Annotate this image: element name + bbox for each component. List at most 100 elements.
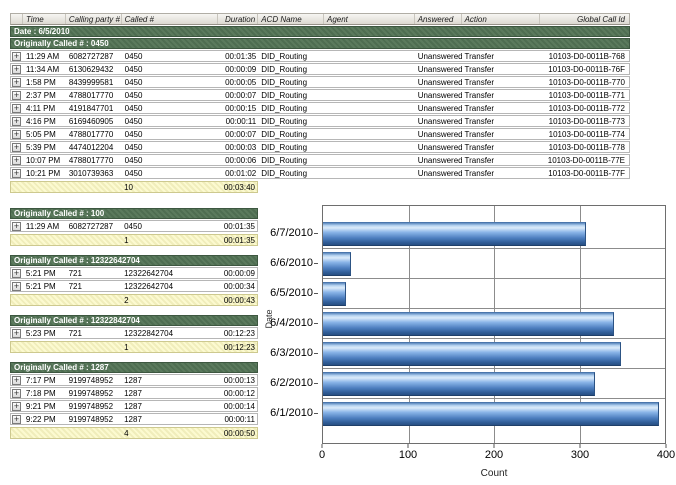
cell-calling-party: 721 xyxy=(66,328,122,338)
expand-row-button[interactable]: + xyxy=(12,130,21,139)
cell-calling-party: 9199748952 xyxy=(66,401,122,411)
cell-duration: 00:00:11 xyxy=(217,414,257,424)
cell-agent xyxy=(324,90,415,100)
cell-global-call-id: 10103-D0-0011B-77F xyxy=(540,168,629,178)
expand-row-button[interactable]: + xyxy=(12,104,21,113)
expand-cell: + xyxy=(11,116,23,126)
expand-row-button[interactable]: + xyxy=(12,415,21,424)
cell-answered: Unanswered xyxy=(415,51,462,61)
table-row: +4:16 PM6169460905045000:00:11DID_Routin… xyxy=(10,115,630,127)
expand-row-button[interactable]: + xyxy=(12,117,21,126)
y-tick-label: 6/7/2010 xyxy=(270,227,313,239)
expand-cell: + xyxy=(11,268,23,278)
cell-time: 5:39 PM xyxy=(23,142,66,152)
cell-called: 0450 xyxy=(122,142,219,152)
expand-cell: + xyxy=(11,103,23,113)
table-row: +11:29 AM6082727287045000:01:35DID_Routi… xyxy=(10,50,630,62)
bar-6-5-2010 xyxy=(323,282,346,306)
cell-called: 0450 xyxy=(122,90,219,100)
cell-global-call-id: 10103-D0-0011B-774 xyxy=(540,129,629,139)
cell-agent xyxy=(324,51,415,61)
cell-called: 0450 xyxy=(122,77,219,87)
cell-acd-name: DID_Routing xyxy=(258,129,324,139)
column-header-agent: Agent xyxy=(324,14,415,24)
y-tick-label: 6/4/2010 xyxy=(270,317,313,329)
cell-time: 7:18 PM xyxy=(23,388,66,398)
expand-row-button[interactable]: + xyxy=(12,169,21,178)
y-tick-mark xyxy=(314,353,318,354)
cell-time: 5:23 PM xyxy=(23,328,66,338)
cell-acd-name: DID_Routing xyxy=(258,168,324,178)
expand-row-button[interactable]: + xyxy=(12,222,21,231)
expand-row-button[interactable]: + xyxy=(12,143,21,152)
expand-row-button[interactable]: + xyxy=(12,65,21,74)
cell-global-call-id: 10103-D0-0011B-772 xyxy=(540,103,629,113)
date-group-header: Date : 6/5/2010 xyxy=(10,26,630,37)
cell-called: 1287 xyxy=(121,375,217,385)
cell-called: 1287 xyxy=(121,388,217,398)
x-tick-label: 200 xyxy=(485,449,503,461)
expand-row-button[interactable]: + xyxy=(12,376,21,385)
cell-answered: Unanswered xyxy=(415,64,462,74)
called-group-header: Originally Called # : 100 xyxy=(10,208,258,219)
called-group-header: Originally Called # : 12322642704 xyxy=(10,255,258,266)
summary-spacer xyxy=(11,342,121,352)
cell-acd-name: DID_Routing xyxy=(258,142,324,152)
cell-time: 4:16 PM xyxy=(23,116,66,126)
summary-spacer xyxy=(11,182,121,192)
chart-y-tick-labels: 6/7/20106/6/20106/5/20106/4/20106/3/2010… xyxy=(260,218,318,428)
chart-x-axis-title: Count xyxy=(322,468,666,479)
expand-cell: + xyxy=(11,328,23,338)
expand-row-button[interactable]: + xyxy=(12,156,21,165)
x-tick-mark xyxy=(666,444,667,448)
cell-acd-name: DID_Routing xyxy=(258,64,324,74)
table-row: +2:37 PM4788017770045000:00:07DID_Routin… xyxy=(10,89,630,101)
cell-duration: 00:00:06 xyxy=(218,155,258,165)
cell-action: Transfer xyxy=(462,64,541,74)
cell-calling-party: 4191847701 xyxy=(66,103,122,113)
y-tick-row: 6/3/2010 xyxy=(260,338,318,368)
expand-row-button[interactable]: + xyxy=(12,269,21,278)
call-report-subtable: Originally Called # : 1287+7:17 PM919974… xyxy=(10,362,258,439)
cell-global-call-id: 10103-D0-0011B-77E xyxy=(540,155,629,165)
summary-total-duration: 00:00:43 xyxy=(217,295,257,305)
cell-acd-name: DID_Routing xyxy=(258,103,324,113)
table-row: +9:21 PM9199748952128700:00:14 xyxy=(10,400,258,412)
cell-duration: 00:00:03 xyxy=(218,142,258,152)
expand-row-button[interactable]: + xyxy=(12,329,21,338)
cell-action: Transfer xyxy=(462,142,541,152)
cell-agent xyxy=(324,64,415,74)
cell-called: 12322642704 xyxy=(121,268,217,278)
cell-answered: Unanswered xyxy=(415,129,462,139)
cell-time: 2:37 PM xyxy=(23,90,66,100)
y-tick-row: 6/5/2010 xyxy=(260,278,318,308)
expand-row-button[interactable]: + xyxy=(12,402,21,411)
expand-row-button[interactable]: + xyxy=(12,282,21,291)
expand-row-button[interactable]: + xyxy=(12,91,21,100)
cell-action: Transfer xyxy=(462,103,541,113)
cell-global-call-id: 10103-D0-0011B-770 xyxy=(540,77,629,87)
group-summary-row: 100:12:23 xyxy=(10,341,258,353)
expand-cell: + xyxy=(11,129,23,139)
cell-global-call-id: 10103-D0-0011B-771 xyxy=(540,90,629,100)
y-tick-mark xyxy=(314,293,318,294)
expand-cell: + xyxy=(11,414,23,424)
call-report-viewer: TimeCalling party #Called #DurationACD N… xyxy=(0,0,676,485)
expand-row-button[interactable]: + xyxy=(12,78,21,87)
summary-call-count: 4 xyxy=(121,428,217,438)
column-header-time: Time xyxy=(23,14,66,24)
cell-time: 11:29 AM xyxy=(23,51,66,61)
bar-row xyxy=(323,219,665,249)
cell-duration: 00:01:35 xyxy=(217,221,257,231)
cell-called: 12322842704 xyxy=(121,328,217,338)
group-summary-row: 100:01:35 xyxy=(10,234,258,246)
cell-acd-name: DID_Routing xyxy=(258,116,324,126)
expand-row-button[interactable]: + xyxy=(12,52,21,61)
cell-calling-party: 6169460905 xyxy=(66,116,122,126)
bar-6-7-2010 xyxy=(323,222,586,246)
y-tick-mark xyxy=(314,233,318,234)
expand-row-button[interactable]: + xyxy=(12,389,21,398)
cell-acd-name: DID_Routing xyxy=(258,51,324,61)
column-header-called: Called # xyxy=(122,14,219,24)
cell-time: 10:07 PM xyxy=(23,155,66,165)
